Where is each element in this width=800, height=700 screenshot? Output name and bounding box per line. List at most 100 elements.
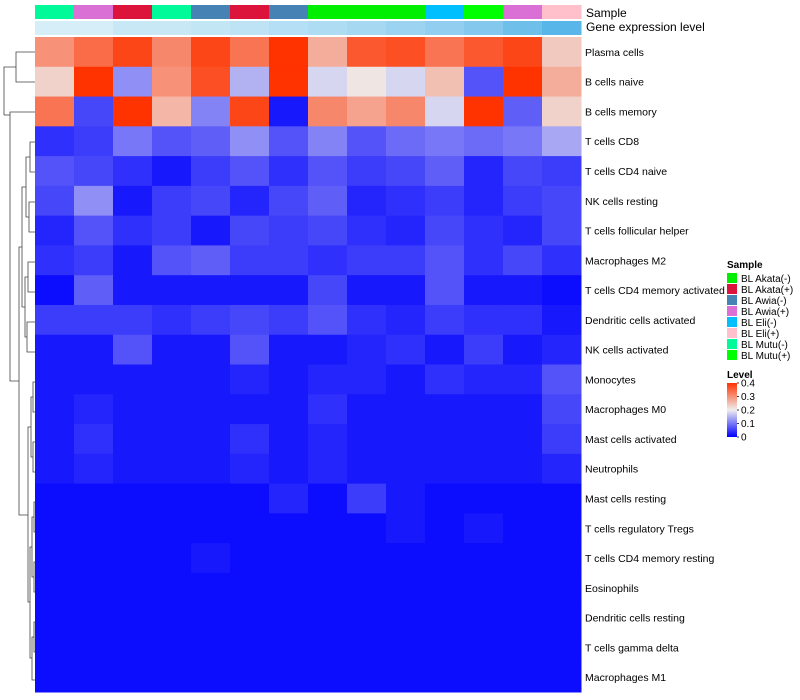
- sample-annotation-cell: [35, 5, 75, 19]
- heatmap-cell: [503, 275, 543, 306]
- heatmap-cell: [347, 543, 387, 574]
- heatmap-cell: [35, 126, 75, 157]
- heatmap-cell: [503, 424, 543, 455]
- heatmap-cell: [308, 483, 348, 514]
- sample-legend-swatch: [727, 339, 737, 349]
- heatmap-cell: [113, 394, 153, 425]
- heatmap-cell: [191, 156, 231, 187]
- heatmap-cell: [386, 37, 426, 68]
- heatmap-cell: [269, 453, 309, 485]
- heatmap-cell: [464, 572, 504, 604]
- sample-legend-swatch: [727, 317, 737, 327]
- heatmap-cell: [152, 66, 192, 98]
- heatmap-cell: [308, 304, 348, 336]
- sample-annotation-cell: [425, 5, 465, 19]
- heatmap-cell: [347, 334, 387, 365]
- heatmap-cell: [230, 156, 270, 187]
- gene-expression-annotation-cell: [74, 21, 114, 35]
- heatmap-cell: [425, 66, 465, 98]
- heatmap-cell: [425, 572, 465, 604]
- heatmap-cell: [347, 245, 387, 276]
- heatmap-cell: [152, 37, 192, 68]
- sample-legend-label: BL Akata(-): [741, 274, 791, 285]
- heatmap-cell: [386, 334, 426, 365]
- heatmap-cell: [74, 37, 114, 68]
- sample-annotation-cell: [347, 5, 387, 19]
- heatmap-cell: [74, 364, 114, 395]
- heatmap-cell: [542, 96, 582, 127]
- heatmap-cell: [269, 66, 309, 98]
- level-tick-label: 0: [741, 433, 747, 444]
- heatmap-cell: [152, 572, 192, 604]
- sample-annotation-cell: [152, 5, 192, 19]
- heatmap-cell: [503, 513, 543, 544]
- sample-annotation-cell: [464, 5, 504, 19]
- heatmap-cell: [35, 632, 75, 663]
- heatmap-cell: [269, 96, 309, 127]
- heatmap-cell: [74, 513, 114, 544]
- heatmap-cell: [35, 364, 75, 395]
- heatmap-cell: [464, 453, 504, 485]
- heatmap-cell: [308, 394, 348, 425]
- gene-expression-annotation-cell: [191, 21, 231, 35]
- heatmap-cell: [542, 453, 582, 485]
- heatmap-cell: [386, 126, 426, 157]
- heatmap-cell: [113, 185, 153, 217]
- heatmap-cell: [542, 632, 582, 663]
- heatmap-cell: [74, 483, 114, 514]
- heatmap-cell: [152, 245, 192, 276]
- sample-annotation-cell: [386, 5, 426, 19]
- heatmap-cell: [347, 275, 387, 306]
- sample-legend: Sample BL Akata(-)BL Akata(+)BL Awia(-)B…: [727, 260, 793, 362]
- gene-expression-annotation-cell: [308, 21, 348, 35]
- gene-expression-annotation-cell: [503, 21, 543, 35]
- heatmap-cell: [113, 334, 153, 365]
- heatmap-cell: [269, 334, 309, 365]
- heatmap-cell: [74, 572, 114, 604]
- heatmap-cell: [191, 543, 231, 574]
- heatmap-cell: [464, 334, 504, 365]
- heatmap-cell: [152, 453, 192, 485]
- heatmap-cell: [35, 394, 75, 425]
- heatmap-cell: [74, 126, 114, 157]
- heatmap-cell: [425, 453, 465, 485]
- heatmap-cell: [113, 513, 153, 544]
- heatmap-cell: [542, 304, 582, 336]
- heatmap-cell: [347, 185, 387, 217]
- sample-annotation-label: Sample: [586, 6, 627, 20]
- heatmap-cell: [152, 424, 192, 455]
- heatmap-cell: [308, 424, 348, 455]
- heatmap-cell: [347, 394, 387, 425]
- heatmap-cell: [113, 156, 153, 187]
- heatmap-cell: [347, 453, 387, 485]
- heatmap-cell: [269, 632, 309, 663]
- sample-legend-entries: BL Akata(-)BL Akata(+)BL Awia(-)BL Awia(…: [727, 273, 793, 362]
- heatmap-cell: [269, 543, 309, 574]
- heatmap-cell: [542, 156, 582, 187]
- heatmap-cell: [230, 483, 270, 514]
- heatmap-cell: [386, 364, 426, 395]
- heatmap-cell: [35, 215, 75, 246]
- heatmap-cell: [74, 662, 114, 693]
- heatmap-cell: [347, 126, 387, 157]
- heatmap-cell: [464, 543, 504, 574]
- heatmap-cell: [152, 602, 192, 633]
- heatmap-cell: [542, 275, 582, 306]
- row-label: Dendritic cells activated: [585, 315, 695, 327]
- row-label: Macrophages M2: [585, 255, 666, 267]
- heatmap-cell: [230, 513, 270, 544]
- heatmap-cell: [503, 96, 543, 127]
- gene-expression-annotation-cell: [386, 21, 426, 35]
- heatmap-cell: [542, 483, 582, 514]
- sample-legend-swatch: [727, 273, 737, 283]
- heatmap-cell: [386, 96, 426, 127]
- heatmap-cell: [425, 602, 465, 633]
- heatmap-cell: [191, 66, 231, 98]
- heatmap-cell: [113, 304, 153, 336]
- heatmap-cell: [464, 632, 504, 663]
- level-tick-label: 0.2: [741, 406, 755, 417]
- heatmap-cell: [347, 364, 387, 395]
- heatmap-cell: [347, 156, 387, 187]
- heatmap-cell: [230, 453, 270, 485]
- heatmap-cell: [74, 424, 114, 455]
